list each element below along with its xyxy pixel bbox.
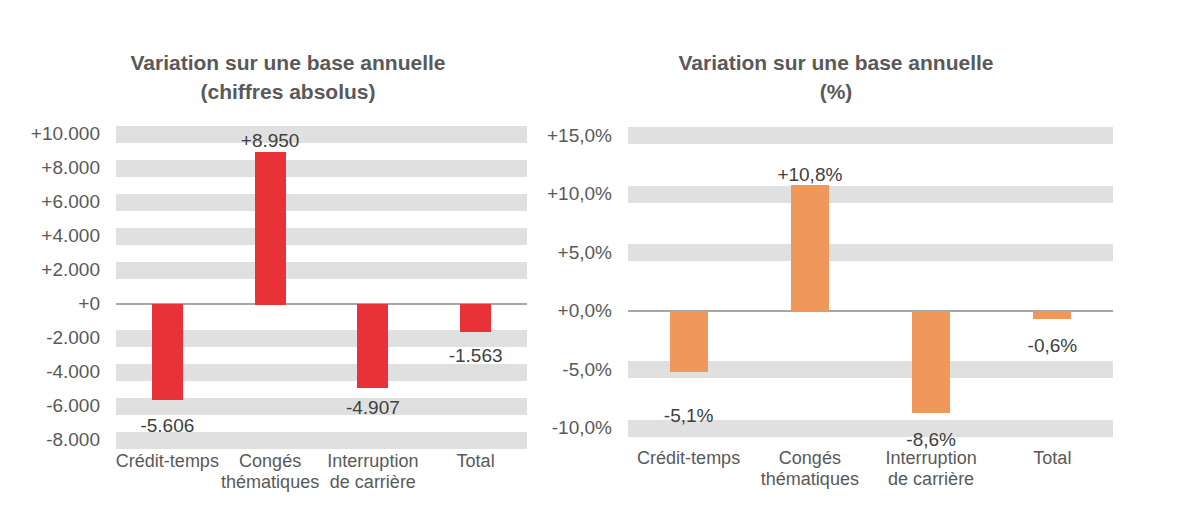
gridline-band bbox=[116, 194, 527, 211]
data-label: -5,1% bbox=[664, 406, 714, 426]
data-label: +8.950 bbox=[241, 131, 300, 151]
gridline-band bbox=[628, 127, 1113, 144]
gridline-band bbox=[628, 244, 1113, 261]
y-axis-tick-label: -6.000 bbox=[0, 395, 100, 417]
chart-title-line: (chiffres absolus) bbox=[130, 77, 445, 106]
bar-cr-dit-temps bbox=[670, 311, 708, 372]
category-label-line: Interruption bbox=[886, 448, 977, 469]
category-label-line: de carrière bbox=[327, 472, 418, 493]
y-axis-tick-label: +10.000 bbox=[0, 123, 100, 145]
chart-title-line: Variation sur une base annuelle bbox=[678, 48, 993, 77]
gridline-band bbox=[628, 186, 1113, 203]
bar-cong-s-th-matiques bbox=[791, 185, 829, 312]
gridline-band bbox=[116, 126, 527, 143]
gridline-band bbox=[116, 228, 527, 245]
chart-title-line: (%) bbox=[678, 77, 993, 106]
category-label-line: Crédit-temps bbox=[116, 451, 219, 472]
category-label: Interruptionde carrière bbox=[327, 451, 418, 493]
bar-cr-dit-temps bbox=[152, 304, 183, 400]
y-axis-tick-label: +6.000 bbox=[0, 191, 100, 213]
data-label: -0,6% bbox=[1028, 336, 1078, 356]
y-axis-tick-label: +15,0% bbox=[472, 125, 612, 147]
gridline-band bbox=[116, 262, 527, 279]
category-label-line: Total bbox=[1033, 448, 1071, 469]
y-axis-tick-label: +0 bbox=[0, 293, 100, 315]
category-label-line: Crédit-temps bbox=[637, 448, 740, 469]
category-label: Total bbox=[457, 451, 495, 472]
category-label-line: Interruption bbox=[327, 451, 418, 472]
y-axis-tick-label: -10,0% bbox=[472, 417, 612, 439]
chart-title: Variation sur une base annuelle(chiffres… bbox=[130, 48, 445, 106]
bar-cong-s-th-matiques bbox=[255, 152, 286, 305]
y-axis-tick-label: +4.000 bbox=[0, 225, 100, 247]
category-label-line: thématiques bbox=[221, 472, 319, 493]
y-axis-tick-label: +2.000 bbox=[0, 259, 100, 281]
chart-title-line: Variation sur une base annuelle bbox=[130, 48, 445, 77]
category-label-line: Total bbox=[457, 451, 495, 472]
y-axis-tick-label: +5,0% bbox=[472, 242, 612, 264]
bar-interruption-de-carri-re bbox=[912, 311, 950, 413]
data-label: -4.907 bbox=[346, 398, 400, 418]
category-label-line: thématiques bbox=[761, 469, 859, 490]
gridline-band bbox=[116, 160, 527, 177]
y-axis-tick-label: +0,0% bbox=[472, 300, 612, 322]
category-label: Interruptionde carrière bbox=[886, 448, 977, 490]
bar-total bbox=[1033, 311, 1071, 319]
category-label: Crédit-temps bbox=[116, 451, 219, 472]
data-label: +10,8% bbox=[777, 165, 842, 185]
data-label: -5.606 bbox=[140, 416, 194, 436]
category-label-line: de carrière bbox=[886, 469, 977, 490]
chart-title: Variation sur une base annuelle(%) bbox=[678, 48, 993, 106]
y-axis-tick-label: +10,0% bbox=[472, 183, 612, 205]
category-label-line: Congés bbox=[761, 448, 859, 469]
y-axis-tick-label: -8.000 bbox=[0, 429, 100, 451]
category-label: Total bbox=[1033, 448, 1071, 469]
category-label: Congésthématiques bbox=[761, 448, 859, 490]
category-label: Crédit-temps bbox=[637, 448, 740, 469]
y-axis-tick-label: -5,0% bbox=[472, 359, 612, 381]
bar-interruption-de-carri-re bbox=[357, 304, 388, 388]
y-axis-tick-label: -4.000 bbox=[0, 361, 100, 383]
data-label: -8,6% bbox=[906, 430, 956, 450]
y-axis-tick-label: -2.000 bbox=[0, 327, 100, 349]
category-label: Congésthématiques bbox=[221, 451, 319, 493]
y-axis-tick-label: +8.000 bbox=[0, 157, 100, 179]
figure-canvas: Variation sur une base annuelle(chiffres… bbox=[0, 0, 1188, 529]
category-label-line: Congés bbox=[221, 451, 319, 472]
